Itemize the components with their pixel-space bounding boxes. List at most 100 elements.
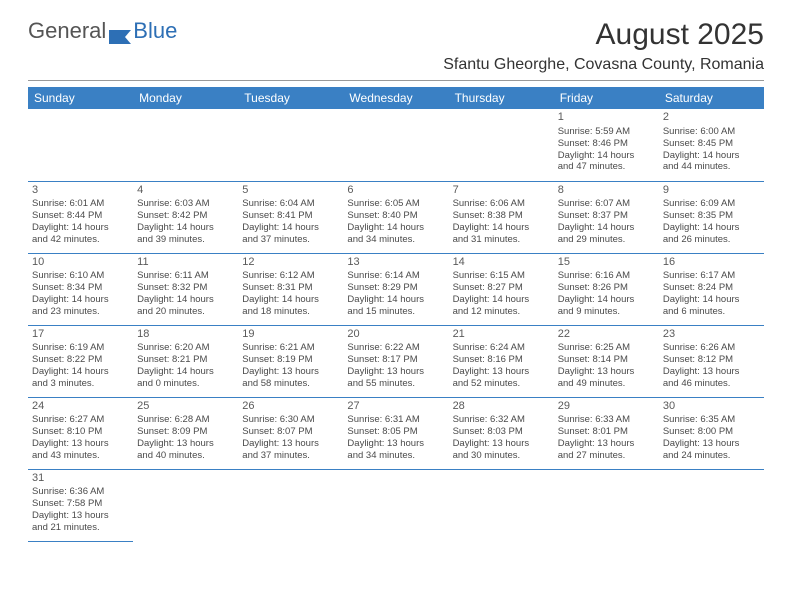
calendar-cell — [449, 109, 554, 181]
sunrise-text: Sunrise: 6:31 AM — [347, 414, 444, 426]
calendar-cell: 1Sunrise: 5:59 AMSunset: 8:46 PMDaylight… — [554, 109, 659, 181]
day-number: 1 — [558, 111, 655, 125]
daylight-text: and 30 minutes. — [453, 450, 550, 462]
calendar-cell: 28Sunrise: 6:32 AMSunset: 8:03 PMDayligh… — [449, 397, 554, 469]
calendar-cell: 15Sunrise: 6:16 AMSunset: 8:26 PMDayligh… — [554, 253, 659, 325]
day-number: 11 — [137, 256, 234, 270]
location-text: Sfantu Gheorghe, Covasna County, Romania — [443, 56, 764, 74]
sunset-text: Sunset: 8:38 PM — [453, 210, 550, 222]
calendar-cell: 14Sunrise: 6:15 AMSunset: 8:27 PMDayligh… — [449, 253, 554, 325]
sunrise-text: Sunrise: 6:05 AM — [347, 198, 444, 210]
calendar-cell: 27Sunrise: 6:31 AMSunset: 8:05 PMDayligh… — [343, 397, 448, 469]
daylight-text: Daylight: 14 hours — [32, 222, 129, 234]
calendar-cell: 2Sunrise: 6:00 AMSunset: 8:45 PMDaylight… — [659, 109, 764, 181]
sunset-text: Sunset: 8:22 PM — [32, 354, 129, 366]
sunset-text: Sunset: 8:34 PM — [32, 282, 129, 294]
daylight-text: and 9 minutes. — [558, 306, 655, 318]
calendar-cell — [28, 109, 133, 181]
daylight-text: Daylight: 14 hours — [558, 294, 655, 306]
day-number: 31 — [32, 472, 129, 486]
day-number: 17 — [32, 328, 129, 342]
day-number: 6 — [347, 184, 444, 198]
calendar-cell: 12Sunrise: 6:12 AMSunset: 8:31 PMDayligh… — [238, 253, 343, 325]
daylight-text: and 39 minutes. — [137, 234, 234, 246]
daylight-text: Daylight: 13 hours — [558, 438, 655, 450]
calendar-cell — [238, 469, 343, 541]
daylight-text: and 40 minutes. — [137, 450, 234, 462]
daylight-text: and 43 minutes. — [32, 450, 129, 462]
daylight-text: Daylight: 14 hours — [137, 294, 234, 306]
calendar-cell — [659, 469, 764, 541]
sunrise-text: Sunrise: 6:33 AM — [558, 414, 655, 426]
day-number: 14 — [453, 256, 550, 270]
calendar-week-row: 10Sunrise: 6:10 AMSunset: 8:34 PMDayligh… — [28, 253, 764, 325]
daylight-text: and 34 minutes. — [347, 234, 444, 246]
calendar-cell: 26Sunrise: 6:30 AMSunset: 8:07 PMDayligh… — [238, 397, 343, 469]
calendar-cell — [554, 469, 659, 541]
calendar-week-row: 1Sunrise: 5:59 AMSunset: 8:46 PMDaylight… — [28, 109, 764, 181]
daylight-text: Daylight: 13 hours — [663, 366, 760, 378]
calendar-cell: 5Sunrise: 6:04 AMSunset: 8:41 PMDaylight… — [238, 181, 343, 253]
day-number: 26 — [242, 400, 339, 414]
day-number: 15 — [558, 256, 655, 270]
sunset-text: Sunset: 7:58 PM — [32, 498, 129, 510]
daylight-text: and 37 minutes. — [242, 234, 339, 246]
daylight-text: Daylight: 14 hours — [347, 294, 444, 306]
sunset-text: Sunset: 8:01 PM — [558, 426, 655, 438]
day-number: 8 — [558, 184, 655, 198]
day-header: Sunday — [28, 87, 133, 109]
day-header: Tuesday — [238, 87, 343, 109]
daylight-text: Daylight: 13 hours — [137, 438, 234, 450]
day-header: Friday — [554, 87, 659, 109]
sunset-text: Sunset: 8:29 PM — [347, 282, 444, 294]
day-number: 28 — [453, 400, 550, 414]
day-number: 16 — [663, 256, 760, 270]
daylight-text: and 18 minutes. — [242, 306, 339, 318]
sunrise-text: Sunrise: 6:10 AM — [32, 270, 129, 282]
sunrise-text: Sunrise: 6:06 AM — [453, 198, 550, 210]
sunrise-text: Sunrise: 6:03 AM — [137, 198, 234, 210]
sunrise-text: Sunrise: 6:12 AM — [242, 270, 339, 282]
sunrise-text: Sunrise: 6:25 AM — [558, 342, 655, 354]
daylight-text: and 34 minutes. — [347, 450, 444, 462]
sunset-text: Sunset: 8:16 PM — [453, 354, 550, 366]
daylight-text: Daylight: 13 hours — [663, 438, 760, 450]
day-number: 24 — [32, 400, 129, 414]
daylight-text: Daylight: 13 hours — [453, 366, 550, 378]
sunrise-text: Sunrise: 6:14 AM — [347, 270, 444, 282]
daylight-text: and 21 minutes. — [32, 522, 129, 534]
daylight-text: Daylight: 13 hours — [32, 510, 129, 522]
day-number: 20 — [347, 328, 444, 342]
sunset-text: Sunset: 8:07 PM — [242, 426, 339, 438]
sunrise-text: Sunrise: 6:04 AM — [242, 198, 339, 210]
day-header: Thursday — [449, 87, 554, 109]
day-header: Saturday — [659, 87, 764, 109]
sunset-text: Sunset: 8:21 PM — [137, 354, 234, 366]
daylight-text: Daylight: 14 hours — [558, 150, 655, 162]
day-number: 21 — [453, 328, 550, 342]
calendar-cell: 10Sunrise: 6:10 AMSunset: 8:34 PMDayligh… — [28, 253, 133, 325]
sunset-text: Sunset: 8:03 PM — [453, 426, 550, 438]
calendar-cell — [238, 109, 343, 181]
calendar-cell — [343, 109, 448, 181]
sunrise-text: Sunrise: 6:27 AM — [32, 414, 129, 426]
daylight-text: and 47 minutes. — [558, 161, 655, 173]
logo: General Blue — [28, 18, 177, 44]
calendar-cell: 17Sunrise: 6:19 AMSunset: 8:22 PMDayligh… — [28, 325, 133, 397]
day-number: 12 — [242, 256, 339, 270]
daylight-text: and 20 minutes. — [137, 306, 234, 318]
header-divider — [28, 80, 764, 81]
calendar-cell: 20Sunrise: 6:22 AMSunset: 8:17 PMDayligh… — [343, 325, 448, 397]
calendar-cell: 23Sunrise: 6:26 AMSunset: 8:12 PMDayligh… — [659, 325, 764, 397]
sunset-text: Sunset: 8:12 PM — [663, 354, 760, 366]
calendar-cell: 13Sunrise: 6:14 AMSunset: 8:29 PMDayligh… — [343, 253, 448, 325]
daylight-text: and 27 minutes. — [558, 450, 655, 462]
day-header: Monday — [133, 87, 238, 109]
calendar-week-row: 24Sunrise: 6:27 AMSunset: 8:10 PMDayligh… — [28, 397, 764, 469]
sunrise-text: Sunrise: 6:19 AM — [32, 342, 129, 354]
daylight-text: and 46 minutes. — [663, 378, 760, 390]
sunrise-text: Sunrise: 6:26 AM — [663, 342, 760, 354]
daylight-text: Daylight: 14 hours — [453, 294, 550, 306]
daylight-text: and 6 minutes. — [663, 306, 760, 318]
sunrise-text: Sunrise: 6:17 AM — [663, 270, 760, 282]
